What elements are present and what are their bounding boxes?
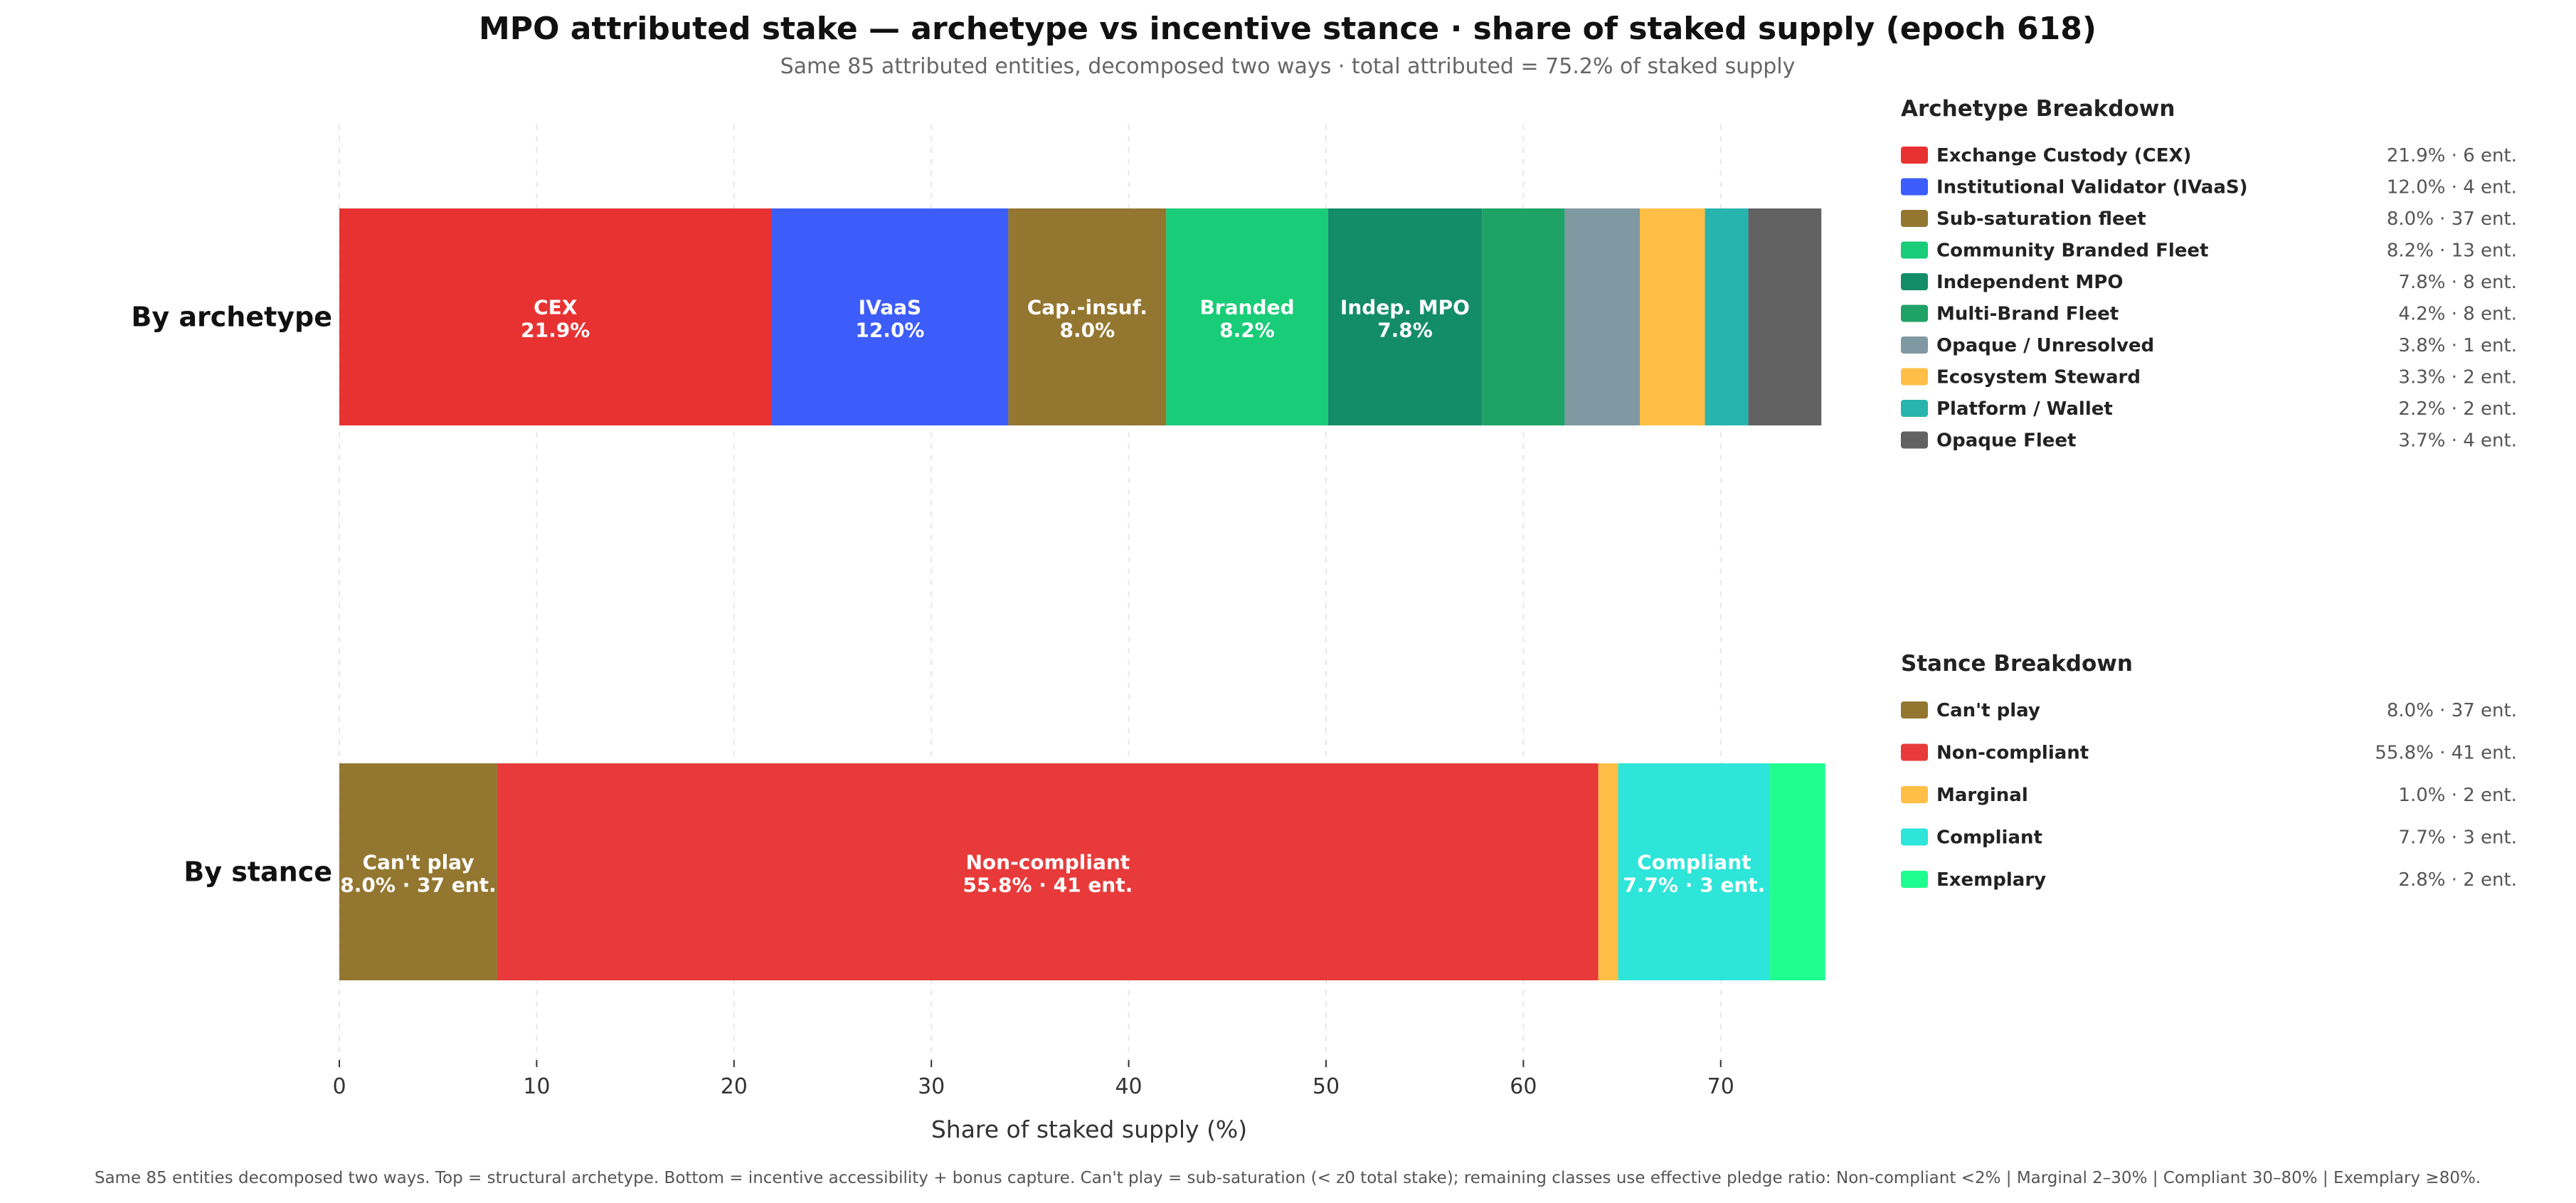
bar-segment-community-branded-fleet xyxy=(1166,208,1328,425)
x-tick-label: 10 xyxy=(523,1074,550,1099)
legend-swatch xyxy=(1901,273,1928,290)
legend-entry-name: Non-compliant xyxy=(1936,743,2089,764)
bar-segment-sub-saturation-fleet xyxy=(1008,208,1167,425)
legend-entry-value: 1.0% · 2 ent. xyxy=(2398,785,2517,806)
legend-entry-name: Exemplary xyxy=(1936,869,2046,891)
legend-archetype-breakdown: Archetype Breakdown Exchange Custody (CEX… xyxy=(1901,96,2517,452)
bar-label-compliant: Compliant 7.7% · 3 ent. xyxy=(1623,851,1765,897)
legend-entry-name: Can't play xyxy=(1936,700,2040,721)
x-tick-label: 40 xyxy=(1115,1074,1142,1099)
legends: Archetype Breakdown Exchange Custody (CEX… xyxy=(1901,96,2517,891)
legend-entry-value: 8.0% · 37 ent. xyxy=(2387,208,2517,230)
x-axis: 0 10 20 30 40 50 60 70 xyxy=(332,1060,1734,1099)
legend-swatch xyxy=(1901,786,1928,803)
x-tick-label: 0 xyxy=(332,1074,346,1099)
bar-label-can-t-play: Can't play 8.0% · 37 ent. xyxy=(340,851,496,897)
legend-swatch xyxy=(1901,871,1928,888)
legend-entry-value: 8.0% · 37 ent. xyxy=(2387,700,2517,721)
bar-segment-can-t-play xyxy=(339,763,497,980)
bar-segment-multi-brand-fleet xyxy=(1482,208,1565,425)
bar-segment-ecosystem-steward xyxy=(1640,208,1705,425)
bar-label-non-compliant: Non-compliant 55.8% · 41 ent. xyxy=(963,851,1133,897)
legend-stance-breakdown: Stance Breakdown Can't play 8.0% · 37 ent.… xyxy=(1901,651,2517,891)
x-tick-label: 30 xyxy=(918,1074,945,1099)
legend-entry-name: Compliant xyxy=(1936,827,2042,849)
legend-swatch xyxy=(1901,368,1928,386)
bar-segment-institutional-validator-ivaas xyxy=(771,208,1009,425)
legend-entry-value: 55.8% · 41 ent. xyxy=(2375,743,2517,764)
legend-swatch xyxy=(1901,210,1928,227)
legend-swatch xyxy=(1901,241,1928,259)
legend-entry-value: 12.0% · 4 ent. xyxy=(2387,177,2517,198)
legend-entry-name: Marginal xyxy=(1936,785,2028,806)
bars: By archetype CEX 21.9% IVaaS 12.0% Cap.-insuf… xyxy=(131,208,1825,980)
legend-swatch xyxy=(1901,828,1928,846)
bar-label-institutional-validator-ivaas: IVaaS 12.0% xyxy=(855,296,924,342)
legend-entry-name: Sub-saturation fleet xyxy=(1936,208,2146,230)
legend-entry-value: 7.8% · 8 ent. xyxy=(2398,272,2517,293)
row-label: By stance xyxy=(184,857,332,888)
bar-segment-exemplary xyxy=(1770,763,1825,980)
legend-entry-name: Opaque / Unresolved xyxy=(1936,335,2154,356)
legend-swatch xyxy=(1901,178,1928,196)
bar-segment-platform-wallet xyxy=(1705,208,1749,425)
legend-entry-name: Multi-Brand Fleet xyxy=(1936,304,2119,325)
legend-entry-name: Exchange Custody (CEX) xyxy=(1936,145,2191,166)
x-tick-label: 60 xyxy=(1510,1074,1537,1099)
legend-entry-value: 2.2% · 2 ent. xyxy=(2398,398,2517,420)
bar-row-by-stance: By stance Can't play 8.0% · 37 ent. Non-com… xyxy=(184,763,1825,980)
legend-swatch xyxy=(1901,400,1928,417)
legend-entry-name: Opaque Fleet xyxy=(1936,430,2076,452)
x-tick-label: 50 xyxy=(1313,1074,1340,1099)
legend-entry-name: Independent MPO xyxy=(1936,272,2123,293)
legend-entry-name: Institutional Validator (IVaaS) xyxy=(1936,177,2248,198)
footnote: Same 85 entities decomposed two ways. To… xyxy=(95,1169,2481,1187)
legend-entry-value: 21.9% · 6 ent. xyxy=(2387,145,2517,166)
bar-label-exchange-custody-cex: CEX 21.9% xyxy=(521,296,590,342)
x-tick-label: 20 xyxy=(721,1074,748,1099)
x-axis-label: Share of staked supply (%) xyxy=(931,1115,1247,1143)
legend-entry-value: 4.2% · 8 ent. xyxy=(2398,304,2517,325)
legend-title: Stance Breakdown xyxy=(1901,651,2133,677)
bar-segment-non-compliant xyxy=(497,763,1599,980)
bar-label-sub-saturation-fleet: Cap.-insuf. 8.0% xyxy=(1027,296,1147,342)
bar-segment-opaque-fleet xyxy=(1748,208,1822,425)
chart-title: MPO attributed stake — archetype vs ince… xyxy=(479,11,2097,47)
chart-subtitle: Same 85 attributed entities, decomposed … xyxy=(780,54,1796,79)
legend-swatch xyxy=(1901,701,1928,719)
legend-entry-value: 3.7% · 4 ent. xyxy=(2398,430,2517,452)
legend-swatch xyxy=(1901,336,1928,354)
legend-swatch xyxy=(1901,304,1928,322)
legend-swatch xyxy=(1901,147,1928,164)
x-tick-label: 70 xyxy=(1707,1074,1734,1099)
legend-entry-value: 2.8% · 2 ent. xyxy=(2398,869,2517,891)
legend-title: Archetype Breakdown xyxy=(1901,96,2175,122)
bar-segment-compliant xyxy=(1618,763,1771,980)
legend-entry-value: 3.8% · 1 ent. xyxy=(2398,335,2517,356)
legend-swatch xyxy=(1901,743,1928,761)
legend-entry-value: 3.3% · 2 ent. xyxy=(2398,367,2517,388)
bar-segment-exchange-custody-cex xyxy=(339,208,772,425)
bar-label-independent-mpo: Indep. MPO 7.8% xyxy=(1340,296,1470,342)
bar-label-community-branded-fleet: Branded 8.2% xyxy=(1199,296,1294,342)
legend-entry-name: Platform / Wallet xyxy=(1936,398,2113,420)
legend-entry-value: 7.7% · 3 ent. xyxy=(2398,827,2517,849)
bar-segment-marginal xyxy=(1598,763,1618,980)
row-label: By archetype xyxy=(131,302,332,333)
legend-swatch xyxy=(1901,431,1928,449)
bar-segment-independent-mpo xyxy=(1327,208,1483,425)
legend-entry-name: Community Branded Fleet xyxy=(1936,240,2208,262)
bar-row-by-archetype: By archetype CEX 21.9% IVaaS 12.0% Cap.-insuf… xyxy=(131,208,1822,425)
bar-segment-opaque-unresolved xyxy=(1564,208,1641,425)
legend-entry-value: 8.2% · 13 ent. xyxy=(2387,240,2517,262)
legend-entry-name: Ecosystem Steward xyxy=(1936,367,2141,388)
